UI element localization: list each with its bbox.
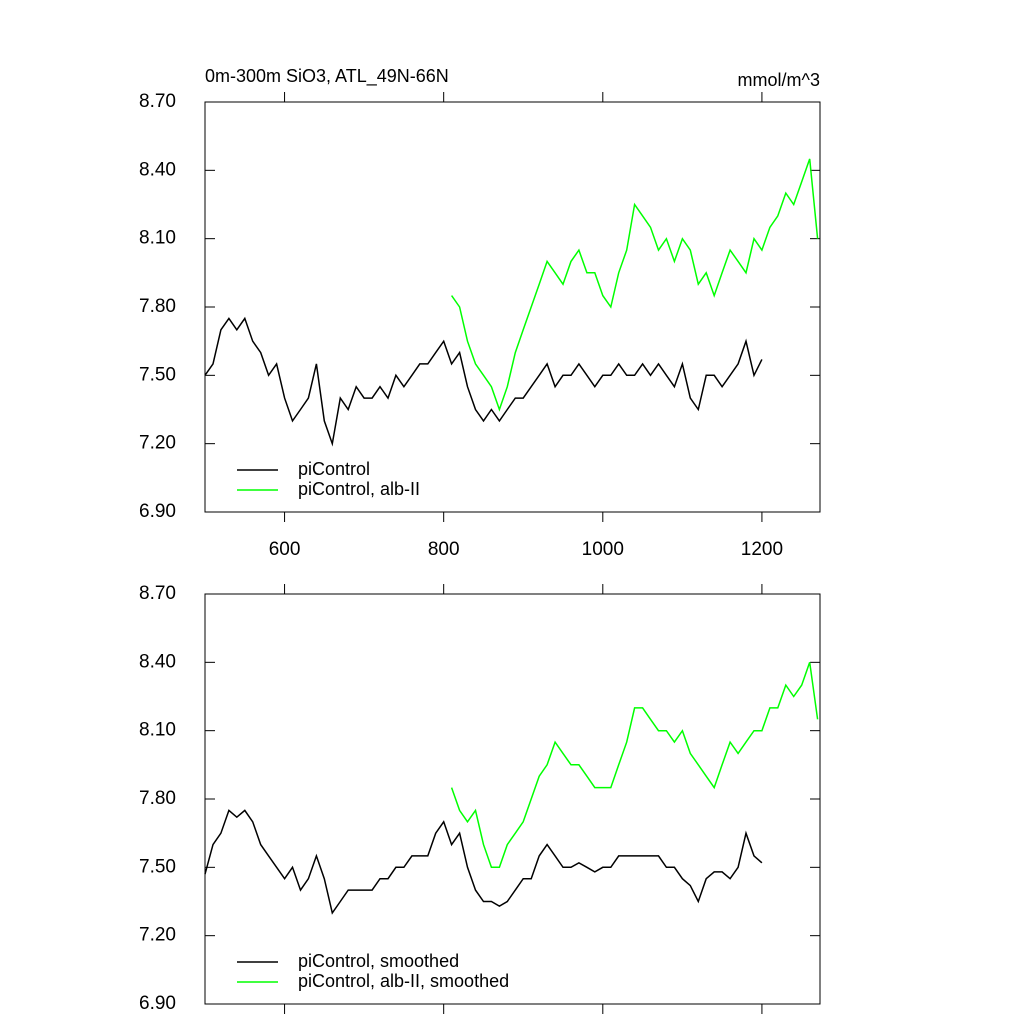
series-line [204,809,763,915]
legend-label: piControl, alb-II, smoothed [298,971,509,991]
chart-title: 0m-300m SiO3, ATL_49N-66N [205,66,449,87]
y-tick-label: 7.50 [139,856,176,877]
legend-label: piControl [298,459,370,479]
y-tick-label: 8.70 [139,91,176,112]
y-tick-label: 7.50 [139,364,176,385]
legend-label: piControl, smoothed [298,951,459,971]
y-tick-label: 6.90 [139,993,176,1014]
x-tick-label: 800 [428,539,460,560]
legend-label: piControl, alb-II [298,479,420,499]
plot-frame [204,101,821,513]
units-label: mmol/m^3 [738,70,820,90]
x-tick-label: 600 [269,539,301,560]
y-tick-label: 8.10 [139,720,176,741]
y-tick-label: 8.70 [139,583,176,604]
y-tick-label: 7.20 [139,925,176,946]
series-line [450,662,819,869]
x-tick-label: 1200 [741,539,783,560]
y-tick-label: 7.20 [139,433,176,454]
x-tick-label: 1000 [582,539,624,560]
y-tick-label: 6.90 [139,501,176,522]
y-tick-label: 8.40 [139,651,176,672]
plot-frame [204,593,821,1005]
series-line [450,158,819,412]
y-tick-label: 8.10 [139,228,176,249]
y-tick-label: 7.80 [139,788,176,809]
series-line [204,316,763,447]
y-tick-label: 8.40 [139,159,176,180]
y-tick-label: 7.80 [139,296,176,317]
